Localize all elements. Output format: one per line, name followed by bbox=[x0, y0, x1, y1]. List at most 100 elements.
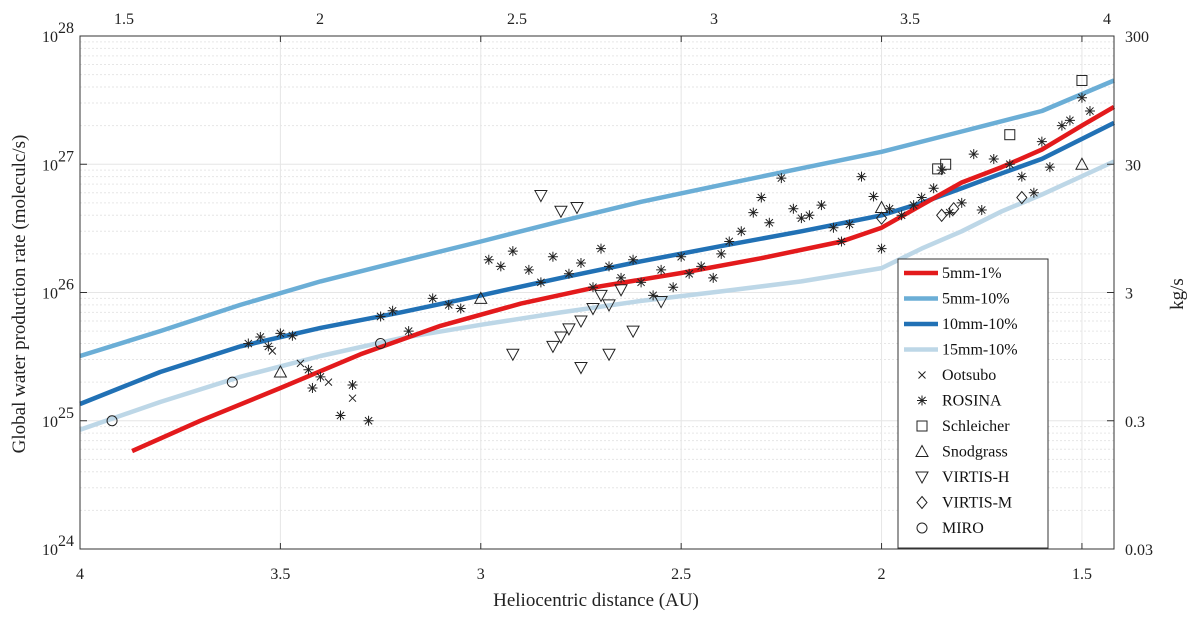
point-VIRTIS-H bbox=[626, 325, 640, 339]
point-VIRTIS-M bbox=[948, 201, 960, 216]
point-ROSINA bbox=[507, 246, 518, 257]
point-ROSINA bbox=[255, 331, 266, 342]
point-Ootsubo bbox=[324, 378, 333, 386]
x-tick-label: 2.5 bbox=[671, 566, 691, 583]
right-tick-label: 30 bbox=[1125, 157, 1141, 174]
point-ROSINA bbox=[604, 261, 615, 272]
legend: 5mm-1% 5mm-10% 10mm-10% 15mm-10% Ootsubo ROSI… bbox=[897, 258, 1049, 549]
point-ROSINA bbox=[928, 183, 939, 194]
point-ROSINA bbox=[656, 264, 667, 275]
right-tick-label: 0.03 bbox=[1125, 542, 1153, 559]
x-tick-label: 3.5 bbox=[270, 566, 290, 583]
y-tick-label: 10 bbox=[42, 414, 58, 431]
point-VIRTIS-H bbox=[574, 315, 588, 328]
point-ROSINA bbox=[956, 197, 967, 208]
point-ROSINA bbox=[1076, 92, 1087, 103]
top-tick-label: 4 bbox=[1103, 11, 1111, 28]
legend-label: Snodgrass bbox=[942, 444, 1008, 461]
point-ROSINA bbox=[716, 248, 727, 259]
point-VIRTIS-H bbox=[594, 289, 608, 303]
point-ROSINA bbox=[908, 200, 919, 211]
point-ROSINA bbox=[587, 282, 598, 293]
point-ROSINA bbox=[668, 282, 679, 293]
point-ROSINA bbox=[1028, 187, 1039, 198]
point-ROSINA bbox=[403, 326, 414, 337]
point-ROSINA bbox=[628, 254, 639, 265]
y-tick-label: 10 bbox=[42, 286, 58, 303]
y-tick-label: 10 bbox=[42, 157, 58, 174]
legend-label: 5mm-10% bbox=[942, 291, 1010, 308]
point-VIRTIS-H bbox=[554, 205, 568, 219]
y-axis-label: Global water production rate (moleculc/s… bbox=[9, 135, 30, 454]
point-ROSINA bbox=[916, 192, 927, 203]
legend-marker-Ootsubo bbox=[918, 371, 926, 379]
point-ROSINA bbox=[648, 290, 659, 301]
point-ROSINA bbox=[816, 200, 827, 211]
series-line-5mm-10% bbox=[79, 78, 1115, 359]
point-ROSINA bbox=[836, 236, 847, 247]
point-ROSINA bbox=[896, 210, 907, 221]
point-ROSINA bbox=[363, 415, 374, 426]
point-Snodgrass bbox=[1075, 157, 1089, 170]
point-Ootsubo bbox=[348, 394, 357, 403]
point-ROSINA bbox=[976, 204, 987, 215]
legend-label: 15mm-10% bbox=[942, 342, 1018, 359]
point-ROSINA bbox=[616, 272, 627, 283]
point-ROSINA bbox=[776, 173, 787, 184]
point-ROSINA bbox=[1084, 106, 1095, 117]
point-MIRO bbox=[375, 338, 387, 350]
point-ROSINA bbox=[944, 207, 955, 218]
observation-markers bbox=[106, 74, 1095, 427]
point-ROSINA bbox=[575, 257, 586, 268]
legend-label: 5mm-1% bbox=[942, 265, 1002, 282]
point-ROSINA bbox=[443, 299, 454, 310]
point-VIRTIS-M bbox=[936, 208, 948, 223]
point-Schleicher bbox=[1076, 74, 1088, 86]
point-Snodgrass bbox=[473, 291, 488, 304]
point-ROSINA bbox=[636, 277, 647, 288]
y-tick-exponent: 28 bbox=[58, 20, 74, 37]
point-VIRTIS-H bbox=[602, 299, 616, 312]
point-ROSINA bbox=[844, 219, 855, 230]
top-tick-label: 3 bbox=[710, 11, 718, 28]
point-VIRTIS-H bbox=[570, 202, 584, 215]
point-ROSINA bbox=[287, 330, 298, 341]
legend-marker-MIRO bbox=[916, 522, 928, 534]
right-tick-label: 300 bbox=[1125, 29, 1149, 46]
point-ROSINA bbox=[523, 264, 534, 275]
point-ROSINA bbox=[756, 192, 767, 203]
point-ROSINA bbox=[307, 383, 318, 394]
point-ROSINA bbox=[696, 261, 707, 272]
axis-ticks: 4 3.5 3 2.5 2 1.51.5 2 2.5 3 3.5 41024102510261027… bbox=[42, 11, 1153, 583]
top-tick-label: 2.5 bbox=[507, 11, 527, 28]
top-tick-label: 3.5 bbox=[900, 11, 920, 28]
y-tick-label: 10 bbox=[42, 29, 58, 46]
legend-marker-ROSINA bbox=[917, 395, 927, 406]
point-ROSINA bbox=[275, 328, 286, 339]
point-ROSINA bbox=[427, 293, 438, 304]
x-tick-label: 2 bbox=[878, 566, 886, 583]
point-ROSINA bbox=[868, 191, 879, 202]
point-Schleicher bbox=[932, 163, 944, 175]
legend-marker-Snodgrass bbox=[915, 444, 929, 457]
top-tick-label: 1.5 bbox=[114, 11, 134, 28]
point-ROSINA bbox=[796, 213, 807, 224]
point-ROSINA bbox=[455, 303, 466, 314]
point-ROSINA bbox=[764, 217, 775, 228]
point-VIRTIS-H bbox=[602, 348, 616, 362]
point-ROSINA bbox=[483, 254, 494, 265]
y-tick-exponent: 27 bbox=[58, 148, 74, 165]
point-ROSINA bbox=[748, 207, 759, 218]
x-axis-label: Heliocentric distance (AU) bbox=[493, 590, 699, 611]
y-tick-exponent: 24 bbox=[58, 533, 74, 550]
point-ROSINA bbox=[724, 236, 735, 247]
point-MIRO bbox=[106, 415, 118, 427]
point-ROSINA bbox=[263, 341, 274, 352]
top-tick-label: 2 bbox=[316, 11, 324, 28]
point-VIRTIS-H bbox=[586, 303, 600, 316]
y-tick-exponent: 25 bbox=[58, 405, 74, 422]
point-ROSINA bbox=[1044, 162, 1055, 173]
right-axis-label: kg/s bbox=[1167, 278, 1188, 310]
legend-marker-VIRTIS-H bbox=[915, 471, 929, 485]
